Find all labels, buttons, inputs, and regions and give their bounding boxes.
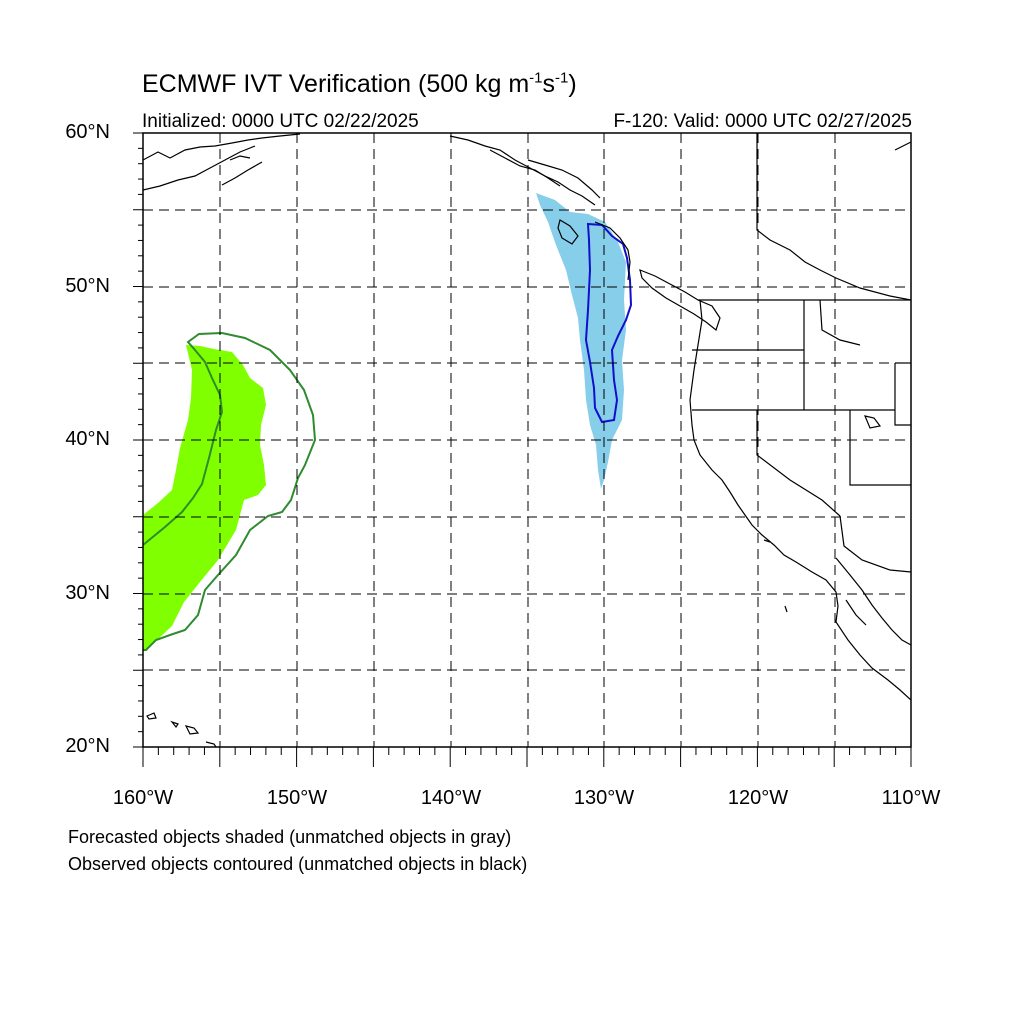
lat-label-60: 60°N [65,121,110,143]
map-title: ECMWF IVT Verification (500 kg m-1s-1) [142,69,577,98]
valid-time-label: F-120: Valid: 0000 UTC 02/27/2025 [613,111,912,132]
lat-label-30: 30°N [65,582,110,604]
observed-contour-b [584,222,633,424]
lon-label-150w: 150°W [266,787,328,809]
forecast-object-a [143,345,266,650]
lat-label-20: 20°N [65,735,110,757]
lat-label-40: 40°N [65,428,110,450]
init-time-label: Initialized: 0000 UTC 02/22/2025 [142,111,419,132]
lat-label-50: 50°N [65,275,110,297]
lon-label-130w: 130°W [573,787,635,809]
lon-label-110w: 110°W [881,787,941,809]
lon-label-160w: 160°W [112,787,174,809]
observed-note: Observed objects contoured (unmatched ob… [68,854,528,874]
coastlines [143,133,911,747]
lat-lon-grid [143,133,911,747]
lon-label-140w: 140°W [420,787,482,809]
lon-label-120w: 120°W [727,787,789,809]
forecast-note: Forecasted objects shaded (unmatched obj… [68,827,512,847]
axis-ticks [133,132,912,767]
